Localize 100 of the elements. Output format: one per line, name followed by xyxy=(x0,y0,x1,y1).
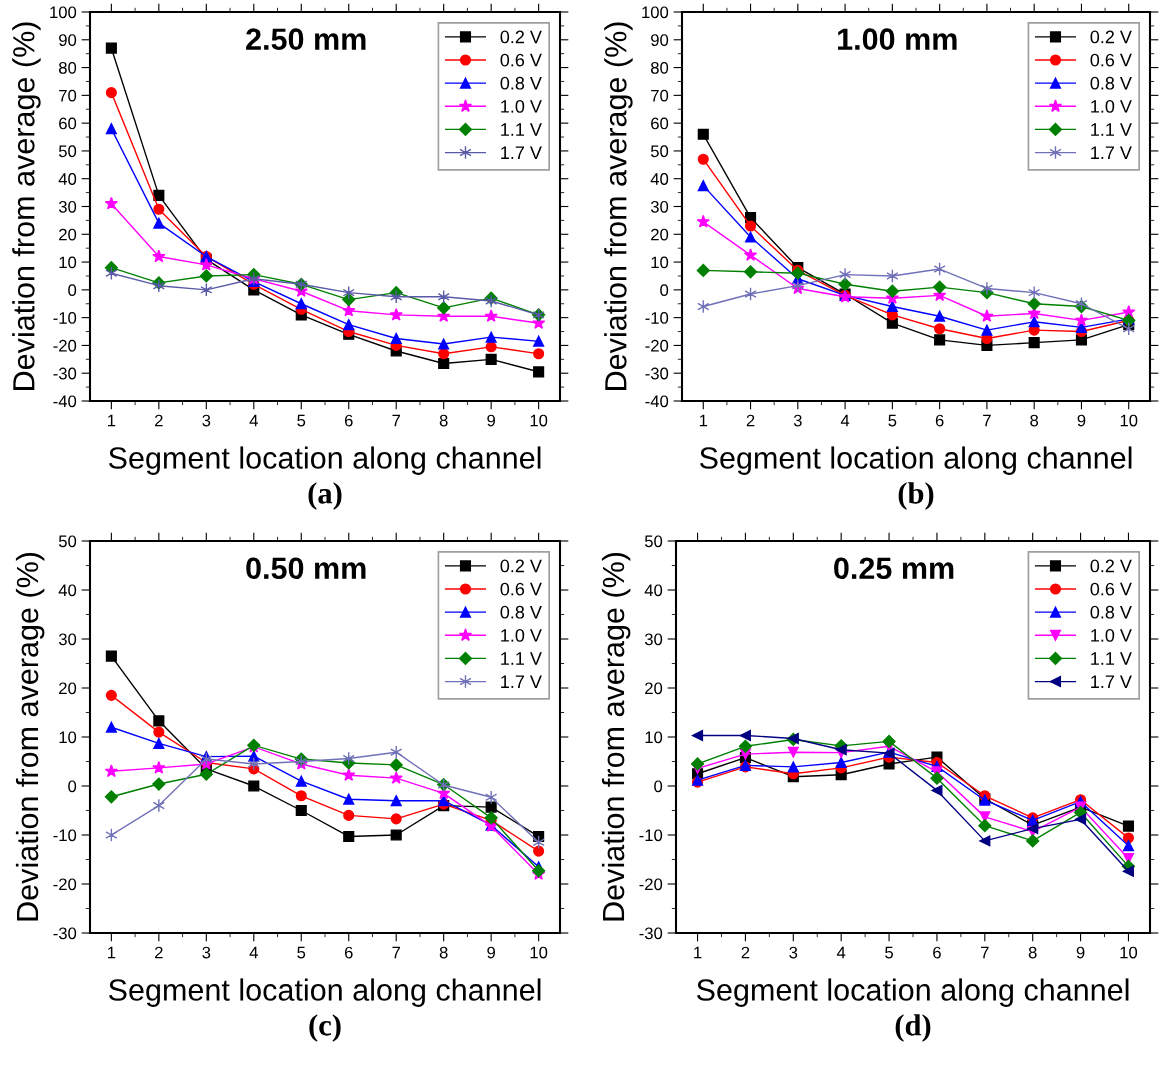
x-tick-label: 5 xyxy=(885,946,893,959)
y-tick-label: 10 xyxy=(59,731,77,744)
y-axis-title: Deviation from average (%) xyxy=(12,22,41,390)
x-tick-label: 4 xyxy=(836,946,846,959)
y-axis-title: Deviation from average (%) xyxy=(15,552,45,921)
y-tick-label: 90 xyxy=(59,34,77,46)
y-tick-label: 30 xyxy=(650,200,669,213)
x-tick-label: 10 xyxy=(1120,414,1138,427)
y-tick-label: 50 xyxy=(644,535,663,548)
x-tick-label: 4 xyxy=(249,414,258,427)
legend-label: 1.0 V xyxy=(501,628,542,642)
y-tick-label: -10 xyxy=(53,829,77,842)
legend-label: 0.2 V xyxy=(500,30,542,44)
y-tick-label: -10 xyxy=(639,829,663,842)
y-tick-label: -20 xyxy=(53,339,77,352)
y-tick-label: 80 xyxy=(650,61,669,74)
chart-title: 0.25 mm xyxy=(834,557,954,580)
x-tick-label: 2 xyxy=(746,414,755,427)
chart-title: 1.00 mm xyxy=(838,28,957,50)
legend-label: 1.1 V xyxy=(1091,123,1132,136)
x-tick-label: 1 xyxy=(108,946,116,959)
x-tick-label: 2 xyxy=(741,946,750,959)
y-tick-label: -30 xyxy=(53,927,77,940)
x-tick-label: 6 xyxy=(344,414,353,427)
text: (a) xyxy=(308,482,342,510)
x-tick-label: 6 xyxy=(933,946,941,959)
y-tick-label: 40 xyxy=(644,584,663,597)
y-tick-label: 50 xyxy=(58,535,77,548)
y-tick-label: 20 xyxy=(651,228,669,241)
x-tick-label: 9 xyxy=(1076,946,1085,959)
legend-label: 0.6 V xyxy=(500,53,542,67)
text: (d) xyxy=(895,1014,931,1042)
x-tick-label: 9 xyxy=(487,946,496,959)
y-tick-label: 40 xyxy=(650,173,669,185)
x-axis-title: Segment location along channel xyxy=(699,446,1132,475)
y-tick-label: 10 xyxy=(645,731,663,744)
y-axis-title: Deviation from average (%) xyxy=(604,22,633,390)
x-axis-title: Segment location along channel xyxy=(696,978,1129,1007)
y-axis-title: Deviation from average (%) xyxy=(601,552,631,921)
x-tick-label: 3 xyxy=(202,946,211,959)
x-tick-label: 10 xyxy=(1120,946,1138,959)
x-tick-label: 9 xyxy=(487,414,496,427)
legend-label: 1.7 V xyxy=(501,675,542,688)
y-tick-label: 0 xyxy=(68,780,77,793)
x-tick-label: 2 xyxy=(155,946,163,959)
x-tick-label: 7 xyxy=(392,414,401,427)
y-tick-label: -10 xyxy=(645,312,669,324)
x-tick-label: 5 xyxy=(888,414,897,427)
legend-label: 1.1 V xyxy=(1091,652,1132,665)
x-tick-label: 1 xyxy=(694,946,702,959)
y-tick-label: 40 xyxy=(58,173,77,185)
y-tick-label: -20 xyxy=(645,339,669,352)
y-tick-label: 0 xyxy=(660,284,669,297)
y-tick-label: -20 xyxy=(53,878,77,891)
y-tick-label: 40 xyxy=(58,584,77,597)
x-tick-label: 4 xyxy=(249,946,258,959)
x-tick-label: 1 xyxy=(108,414,116,427)
legend-label: 0.6 V xyxy=(1090,53,1132,67)
legend-label: 0.2 V xyxy=(1090,30,1132,44)
x-tick-label: 1 xyxy=(699,414,708,427)
x-tick-label: 3 xyxy=(202,414,211,427)
x-tick-label: 4 xyxy=(840,414,850,427)
text: (c) xyxy=(309,1014,341,1042)
legend-label: 0.2 V xyxy=(500,559,542,573)
x-tick-label: 5 xyxy=(297,946,306,959)
y-tick-label: 30 xyxy=(58,200,77,213)
y-tick-label: 50 xyxy=(650,145,669,158)
x-tick-label: 7 xyxy=(981,946,989,959)
y-tick-label: 20 xyxy=(59,228,77,241)
y-tick-label: 10 xyxy=(59,256,77,269)
y-tick-label: 100 xyxy=(50,6,77,19)
y-tick-label: -30 xyxy=(639,927,663,940)
y-tick-label: -20 xyxy=(639,878,663,891)
x-tick-label: 5 xyxy=(297,414,306,427)
legend-label: 0.8 V xyxy=(1090,605,1132,619)
legend-label: 1.0 V xyxy=(501,99,542,113)
y-tick-label: -40 xyxy=(645,395,669,408)
legend-label: 1.0 V xyxy=(1091,628,1132,642)
legend-label: 0.8 V xyxy=(500,605,542,619)
x-axis-title: Segment location along channel xyxy=(108,446,541,475)
y-tick-label: 50 xyxy=(58,145,77,158)
chart-title: 2.50 mm xyxy=(246,28,366,50)
legend-label: 0.2 V xyxy=(1090,559,1132,573)
y-tick-label: 90 xyxy=(651,34,669,46)
y-tick-label: -30 xyxy=(645,367,669,380)
legend-label: 0.6 V xyxy=(500,582,542,596)
x-tick-label: 8 xyxy=(439,946,448,959)
y-tick-label: 70 xyxy=(651,89,669,102)
x-tick-label: 7 xyxy=(983,414,991,427)
x-tick-label: 8 xyxy=(1030,414,1039,427)
x-tick-label: 6 xyxy=(344,946,353,959)
y-tick-label: 0 xyxy=(654,780,663,793)
y-tick-label: 10 xyxy=(651,256,669,269)
legend-label: 0.8 V xyxy=(500,76,542,90)
x-axis-title: Segment location along channel xyxy=(108,978,541,1007)
y-tick-label: 70 xyxy=(59,89,77,102)
legend-label: 1.7 V xyxy=(1091,675,1132,688)
y-tick-label: 100 xyxy=(642,6,669,19)
chart-title: 0.50 mm xyxy=(246,557,366,580)
x-tick-label: 7 xyxy=(392,946,401,959)
